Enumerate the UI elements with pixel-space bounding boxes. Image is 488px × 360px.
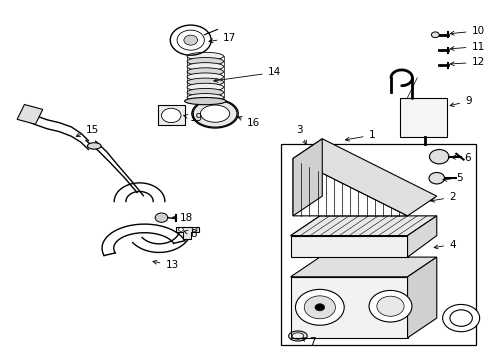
- Text: 10: 10: [449, 26, 484, 36]
- Polygon shape: [290, 235, 407, 257]
- Text: 12: 12: [449, 57, 484, 67]
- Bar: [17, 104, 42, 124]
- Polygon shape: [407, 257, 436, 338]
- Circle shape: [155, 213, 167, 222]
- Circle shape: [442, 305, 479, 332]
- Ellipse shape: [187, 83, 223, 91]
- Circle shape: [368, 291, 411, 322]
- Text: 3: 3: [296, 125, 306, 144]
- Text: 4: 4: [433, 239, 455, 249]
- Circle shape: [177, 30, 204, 50]
- Ellipse shape: [187, 68, 223, 76]
- Text: 11: 11: [449, 42, 484, 51]
- Ellipse shape: [87, 143, 101, 149]
- Ellipse shape: [187, 73, 223, 81]
- Circle shape: [178, 228, 183, 231]
- Polygon shape: [292, 139, 322, 216]
- Polygon shape: [292, 139, 436, 216]
- Circle shape: [430, 32, 438, 38]
- Ellipse shape: [187, 52, 223, 60]
- Text: 6: 6: [451, 153, 470, 163]
- Text: 2: 2: [430, 192, 455, 202]
- Text: 14: 14: [213, 67, 281, 82]
- Ellipse shape: [187, 89, 223, 96]
- Bar: [399, 98, 446, 137]
- Ellipse shape: [184, 98, 225, 105]
- Polygon shape: [290, 257, 436, 277]
- Bar: [157, 105, 184, 126]
- Ellipse shape: [187, 94, 223, 102]
- Text: 7: 7: [301, 337, 315, 347]
- Polygon shape: [290, 277, 407, 338]
- Polygon shape: [176, 226, 199, 239]
- Bar: [280, 144, 475, 345]
- Circle shape: [428, 149, 448, 164]
- Ellipse shape: [187, 63, 223, 71]
- Text: 18: 18: [172, 213, 193, 222]
- Circle shape: [376, 296, 403, 316]
- Circle shape: [449, 310, 471, 326]
- Text: 5: 5: [442, 173, 462, 183]
- Text: 19: 19: [183, 113, 203, 123]
- Text: 13: 13: [153, 260, 178, 270]
- Polygon shape: [292, 158, 407, 216]
- Text: 15: 15: [76, 125, 99, 137]
- Text: 16: 16: [238, 117, 260, 128]
- Text: 17: 17: [208, 33, 235, 43]
- Circle shape: [161, 108, 181, 123]
- Ellipse shape: [187, 78, 223, 86]
- Text: 9: 9: [449, 96, 471, 107]
- Circle shape: [183, 35, 197, 45]
- Circle shape: [192, 228, 197, 231]
- Circle shape: [428, 172, 444, 184]
- Circle shape: [314, 304, 324, 311]
- Circle shape: [295, 289, 344, 325]
- Polygon shape: [407, 216, 436, 257]
- Ellipse shape: [193, 100, 237, 127]
- Polygon shape: [290, 216, 436, 235]
- Ellipse shape: [187, 58, 223, 66]
- Text: 1: 1: [345, 130, 374, 141]
- Text: 8: 8: [183, 229, 197, 239]
- Circle shape: [304, 296, 335, 319]
- Ellipse shape: [200, 105, 229, 122]
